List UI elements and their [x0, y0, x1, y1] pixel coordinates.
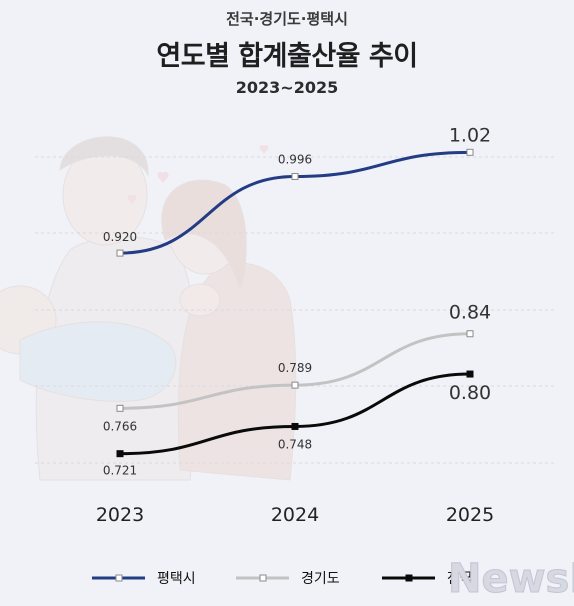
x-tick-label: 2024	[271, 504, 319, 526]
data-point	[291, 381, 299, 389]
data-point	[466, 330, 474, 338]
data-label: 0.766	[103, 419, 137, 433]
data-point	[466, 148, 474, 156]
legend-label: 평택시	[157, 571, 196, 587]
data-point	[116, 249, 124, 257]
legend-label: 전국	[447, 571, 473, 587]
legend-marker	[405, 574, 413, 582]
data-point	[291, 422, 299, 430]
data-label: 0.721	[103, 464, 137, 478]
legend-marker	[115, 574, 123, 582]
watermark: NewsDa	[448, 556, 574, 603]
chart-title: 연도별 합계출산율 추이	[156, 41, 418, 72]
gridlines	[35, 156, 555, 464]
x-tick-label: 2023	[96, 504, 144, 526]
data-label: 0.920	[103, 230, 137, 244]
series-1: 0.920 0.996 1.02	[103, 124, 491, 257]
data-point	[291, 173, 299, 181]
watermark-logo: NewsDa	[448, 556, 574, 602]
data-label: 0.789	[278, 361, 312, 375]
data-point	[116, 450, 124, 458]
legend: 평택시 경기도 전국	[92, 571, 473, 587]
legend-item: 경기도	[236, 571, 340, 587]
data-label: 0.80	[449, 382, 491, 404]
chart-kicker: 전국·경기도·평택시	[226, 10, 348, 28]
family-illustration	[0, 136, 297, 481]
legend-marker	[259, 574, 267, 582]
legend-item: 평택시	[92, 571, 196, 587]
series-2: 0.766 0.789 0.84	[103, 302, 491, 434]
data-point	[466, 370, 474, 378]
data-point	[116, 404, 124, 412]
data-label: 1.02	[449, 124, 491, 146]
data-label: 0.996	[278, 153, 312, 167]
series-layer: 0.9200.9961.020.7660.7890.840.7210.7480.…	[103, 124, 491, 477]
series-3: 0.721 0.748 0.80	[103, 370, 491, 478]
data-label: 0.748	[278, 437, 312, 451]
legend-label: 경기도	[301, 571, 340, 587]
x-tick-label: 2025	[446, 504, 494, 526]
x-axis: 2023 2024 2025	[96, 504, 494, 526]
legend-item: 전국	[382, 571, 473, 587]
chart-period: 2023~2025	[235, 78, 339, 97]
data-label: 0.84	[449, 302, 491, 324]
